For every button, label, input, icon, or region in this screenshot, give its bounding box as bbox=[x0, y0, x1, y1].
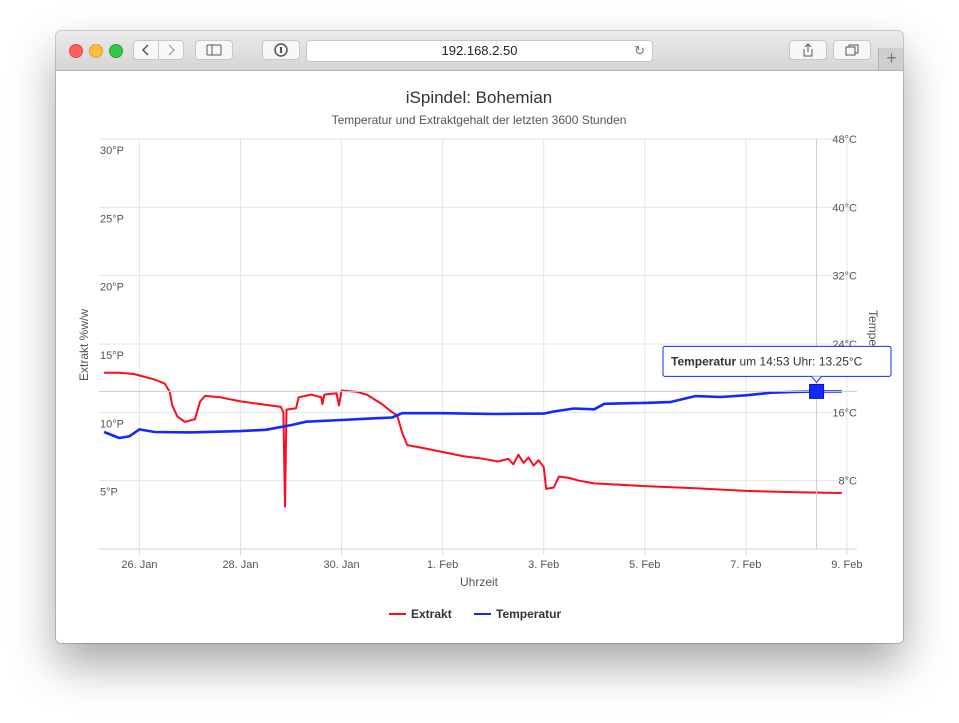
legend-label-extrakt: Extrakt bbox=[411, 607, 452, 621]
chevron-left-icon bbox=[141, 44, 149, 56]
tooltip-series-name: Temperatur bbox=[671, 354, 736, 368]
tabs-overview-button[interactable] bbox=[833, 40, 871, 60]
series-line-temperatur bbox=[103, 390, 842, 440]
y-right-tick-label: 8°C bbox=[839, 476, 858, 488]
back-button[interactable] bbox=[133, 40, 159, 60]
close-window-button[interactable] bbox=[69, 44, 83, 58]
minimize-window-button[interactable] bbox=[89, 44, 103, 58]
x-tick-label: 7. Feb bbox=[730, 559, 761, 571]
url-text: 192.168.2.50 bbox=[441, 43, 518, 58]
legend: Extrakt Temperatur bbox=[389, 607, 561, 621]
hover-marker bbox=[809, 383, 825, 399]
new-tab-button[interactable]: + bbox=[878, 48, 903, 70]
reload-icon[interactable]: ↻ bbox=[634, 43, 645, 58]
share-button[interactable] bbox=[789, 40, 827, 60]
tooltip-text: Temperatur um 14:53 Uhr: 13.25°C bbox=[671, 354, 863, 368]
series-line-extrakt bbox=[104, 371, 842, 508]
x-tick-label: 26. Jan bbox=[121, 559, 157, 571]
share-icon bbox=[803, 43, 813, 57]
browser-toolbar: 192.168.2.50 ↻ + bbox=[56, 31, 903, 71]
chart: iSpindel: Bohemian Temperatur und Extrak… bbox=[77, 88, 892, 621]
chevron-right-icon bbox=[168, 44, 176, 56]
y-right-tick-label: 32°C bbox=[832, 271, 857, 283]
tooltip-box bbox=[662, 345, 892, 377]
sidebar-button[interactable] bbox=[195, 40, 233, 60]
x-axis-title: Uhrzeit bbox=[460, 575, 499, 589]
y-left-tick-label: 5°P bbox=[100, 487, 118, 499]
y-axis-right-title: Tempera bbox=[866, 310, 880, 357]
x-tick-label: 5. Feb bbox=[629, 559, 660, 571]
chart-subtitle: Temperatur und Extraktgehalt der letzten… bbox=[332, 113, 627, 127]
info-icon bbox=[274, 43, 288, 57]
maximize-window-button[interactable] bbox=[109, 44, 123, 58]
page-content: iSpindel: Bohemian Temperatur und Extrak… bbox=[56, 71, 903, 643]
browser-window: 192.168.2.50 ↻ + iSpindel: Bohemian Temp… bbox=[56, 31, 903, 643]
legend-item-extrakt[interactable]: Extrakt bbox=[389, 607, 452, 621]
x-tick-label: 1. Feb bbox=[427, 559, 458, 571]
tooltip-value: um 14:53 Uhr: 13.25°C bbox=[736, 354, 863, 368]
x-tick-label: 9. Feb bbox=[831, 559, 862, 571]
y-axis-left-title: Extrakt %w/w bbox=[77, 309, 91, 381]
y-left-tick-label: 10°P bbox=[100, 418, 124, 430]
plus-icon: + bbox=[886, 48, 897, 68]
y-left-tick-label: 15°P bbox=[100, 350, 124, 362]
y-left-tick-label: 25°P bbox=[100, 213, 124, 225]
x-tick-label: 30. Jan bbox=[324, 559, 360, 571]
y-left-tick-label: 30°P bbox=[100, 145, 124, 157]
legend-label-temperatur: Temperatur bbox=[496, 607, 561, 621]
y-right-tick-label: 16°C bbox=[832, 407, 857, 419]
forward-button[interactable] bbox=[158, 40, 184, 60]
site-info-button[interactable] bbox=[262, 40, 300, 60]
x-tick-label: 28. Jan bbox=[222, 559, 258, 571]
y-left-tick-label: 20°P bbox=[100, 282, 124, 294]
sidebar-icon bbox=[206, 44, 222, 56]
tooltip-pointer bbox=[811, 376, 822, 384]
tabs-icon bbox=[845, 44, 859, 56]
x-tick-label: 3. Feb bbox=[528, 559, 559, 571]
y-right-tick-label: 40°C bbox=[832, 202, 857, 214]
y-right-tick-label: 48°C bbox=[832, 134, 857, 146]
address-bar[interactable]: 192.168.2.50 ↻ bbox=[306, 40, 653, 62]
chart-title: iSpindel: Bohemian bbox=[406, 88, 552, 107]
legend-item-temperatur[interactable]: Temperatur bbox=[474, 607, 561, 621]
